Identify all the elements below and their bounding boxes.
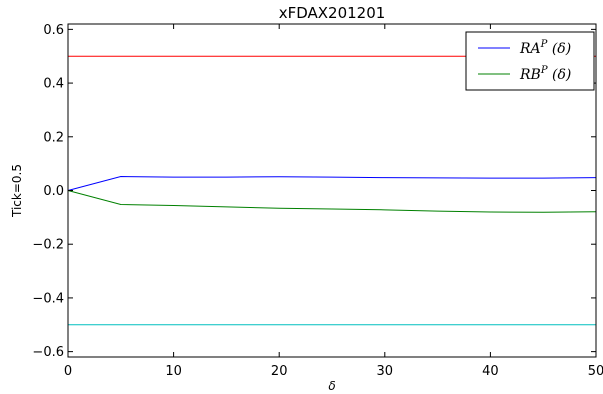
y-tick-label: −0.4	[32, 291, 64, 306]
y-tick-label: −0.6	[32, 345, 64, 360]
x-tick-label: 20	[271, 364, 288, 379]
x-tick-label: 10	[165, 364, 182, 379]
y-tick-label: 0.4	[43, 77, 64, 92]
x-tick-label: 30	[377, 364, 394, 379]
y-tick-label: 0.6	[43, 23, 64, 38]
legend: RAP (δ) RBP (δ)	[465, 31, 595, 91]
y-tick-label: 0.2	[43, 130, 64, 145]
series-line-1	[67, 190, 597, 213]
series-lines	[67, 176, 597, 213]
legend-label-1: RBP (δ)	[519, 65, 571, 83]
x-axis-label: δ	[328, 379, 335, 393]
x-tick-label: 50	[588, 364, 603, 379]
legend-label-0: RAP (δ)	[519, 39, 571, 57]
chart-title: xFDAX201201	[279, 4, 386, 22]
reference-lines	[68, 55, 596, 326]
x-tick-label: 0	[64, 364, 72, 379]
y-tick-label: −0.2	[32, 238, 64, 253]
y-axis-label: Tick=0.5	[10, 164, 24, 218]
series-line-0	[67, 176, 597, 191]
legend-box	[465, 31, 595, 91]
x-tick-label: 40	[482, 364, 499, 379]
axis-ticks: 0 10 20 30 40 50 0.6 0.4 0.2 0.0 −0.2 −0.4 −0.6	[32, 23, 603, 379]
y-tick-label: 0.0	[43, 184, 64, 199]
